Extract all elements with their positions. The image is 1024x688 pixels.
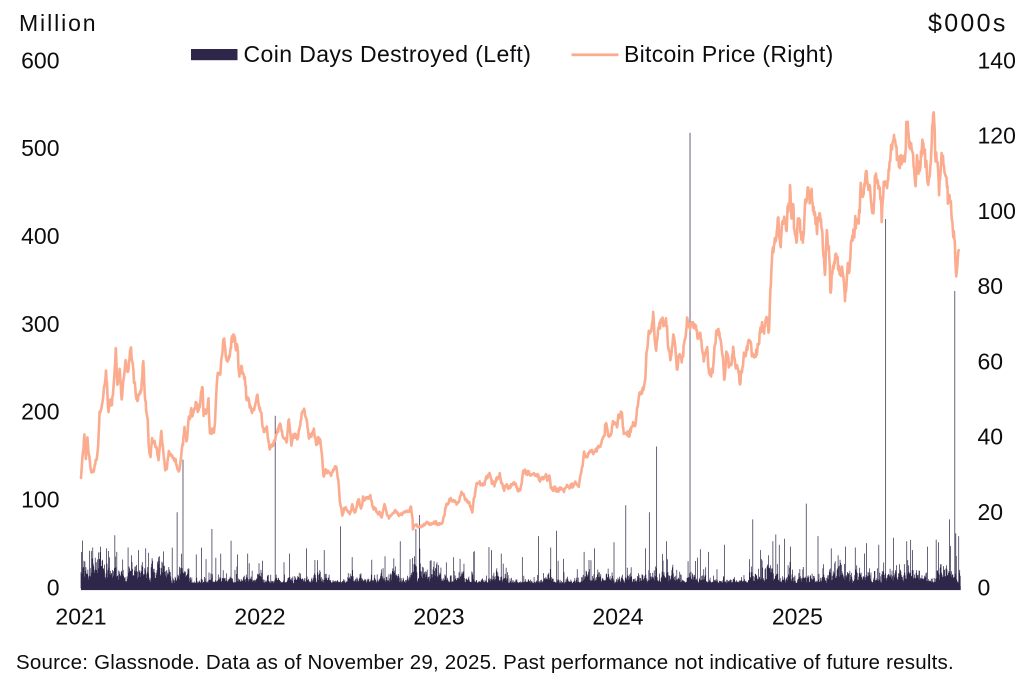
svg-text:2023: 2023 bbox=[413, 604, 464, 630]
svg-text:40: 40 bbox=[978, 424, 1004, 450]
svg-text:100: 100 bbox=[21, 486, 59, 512]
svg-text:Bitcoin Price (Right): Bitcoin Price (Right) bbox=[624, 41, 834, 67]
svg-text:$000s: $000s bbox=[928, 10, 1008, 38]
svg-text:0: 0 bbox=[47, 574, 60, 600]
svg-text:2021: 2021 bbox=[55, 604, 106, 630]
svg-text:140: 140 bbox=[978, 47, 1016, 73]
svg-text:120: 120 bbox=[978, 123, 1016, 149]
svg-text:0: 0 bbox=[978, 574, 991, 600]
svg-text:200: 200 bbox=[21, 399, 59, 425]
svg-text:500: 500 bbox=[21, 135, 59, 161]
svg-text:60: 60 bbox=[978, 348, 1004, 374]
svg-text:2022: 2022 bbox=[234, 604, 285, 630]
svg-text:300: 300 bbox=[21, 311, 59, 337]
svg-text:Million: Million bbox=[19, 10, 97, 36]
svg-text:600: 600 bbox=[21, 47, 59, 73]
svg-text:Source: Glassnode. Data as of: Source: Glassnode. Data as of November 2… bbox=[16, 651, 954, 674]
svg-text:2025: 2025 bbox=[772, 604, 823, 630]
svg-text:400: 400 bbox=[21, 223, 59, 249]
svg-text:2024: 2024 bbox=[592, 604, 643, 630]
svg-text:Coin Days Destroyed (Left): Coin Days Destroyed (Left) bbox=[244, 41, 532, 67]
svg-text:80: 80 bbox=[978, 273, 1004, 299]
svg-text:20: 20 bbox=[978, 499, 1004, 525]
svg-text:100: 100 bbox=[978, 198, 1016, 224]
